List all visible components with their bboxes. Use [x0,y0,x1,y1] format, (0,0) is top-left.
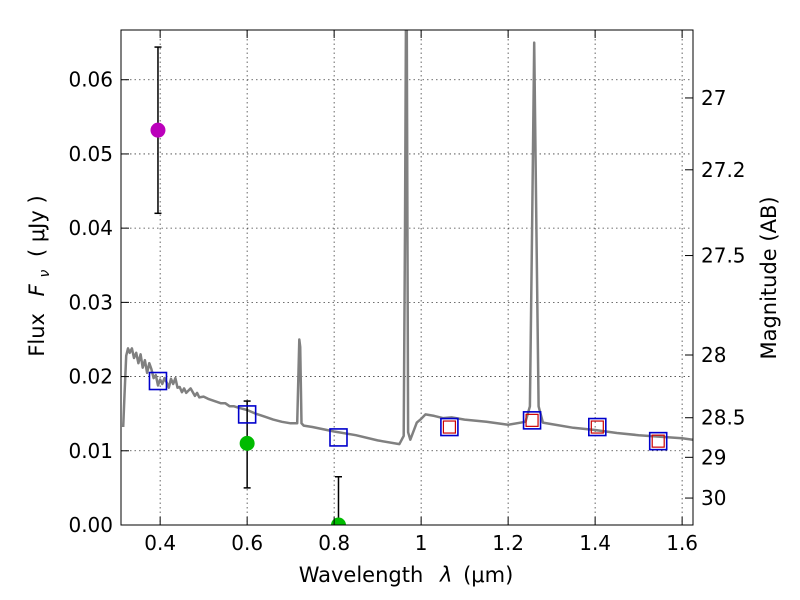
model-band-square [329,428,348,447]
y-tick-label: 0.06 [68,68,113,92]
y-tick-label: 0.02 [68,365,113,389]
model-spectrum-line [121,30,693,446]
x-tick-label: 1.6 [666,531,698,555]
x-tick-label: 0.6 [231,531,263,555]
right-tick-label: 27.2 [701,158,746,182]
series-layer [121,30,693,525]
model-band-square [440,417,459,437]
plot-area [121,30,693,525]
right-tick-label: 27.5 [701,244,746,268]
model-band-square [148,371,168,391]
x-tick-label: 1.4 [579,531,611,555]
model-band-square [522,411,542,430]
right-tick-label: 28 [701,343,726,367]
y-axis-label: Flux [25,313,49,357]
y-axis-symbol: F [25,283,49,296]
right-tick-label: 30 [701,486,726,510]
y-tick-label: 0.01 [68,439,113,463]
observed-point [150,122,166,138]
plot-frame [120,29,694,526]
model-band-square [588,417,607,437]
x-axis-title: Wavelength λ (μm) [299,563,514,587]
observed-point [330,517,346,525]
observed-band-square [651,434,665,448]
right-tick-label: 29 [701,445,726,469]
x-tick-label: 1.2 [492,531,524,555]
model-band-square [648,431,668,451]
y-axis-title: Flux F ν ( μJy ) [25,195,54,356]
x-tick-label: 0.8 [318,531,350,555]
y-tick-label: 0.05 [68,142,113,166]
axis-ticks: 0.4 0.6 0.8 1 1.2 1.4 1.6 0.00 0.01 0.02 0.03 0.04 0… [68,30,746,555]
right-axis-title: Magnitude (AB) [757,196,781,359]
y-tick-label: 0.00 [68,513,113,537]
x-tick-label: 1 [415,531,428,555]
x-tick-label: 0.4 [144,531,176,555]
observed-point [239,435,255,451]
observed-band-square [525,413,539,427]
x-axis-symbol: λ [439,563,452,587]
right-tick-label: 28.5 [701,406,746,430]
y-tick-label: 0.03 [68,290,113,314]
grid-lines [121,30,693,526]
x-axis-label: Wavelength [299,563,424,587]
y-tick-label: 0.04 [68,216,113,240]
observed-band-square [590,420,604,434]
model-band-square [237,405,257,424]
y-axis-subscript: ν [37,270,53,278]
right-tick-label: 27 [701,86,726,110]
observed-band-square [442,420,457,434]
x-axis-units: (μm) [463,563,513,587]
y-axis-units: ( μJy ) [25,195,49,257]
